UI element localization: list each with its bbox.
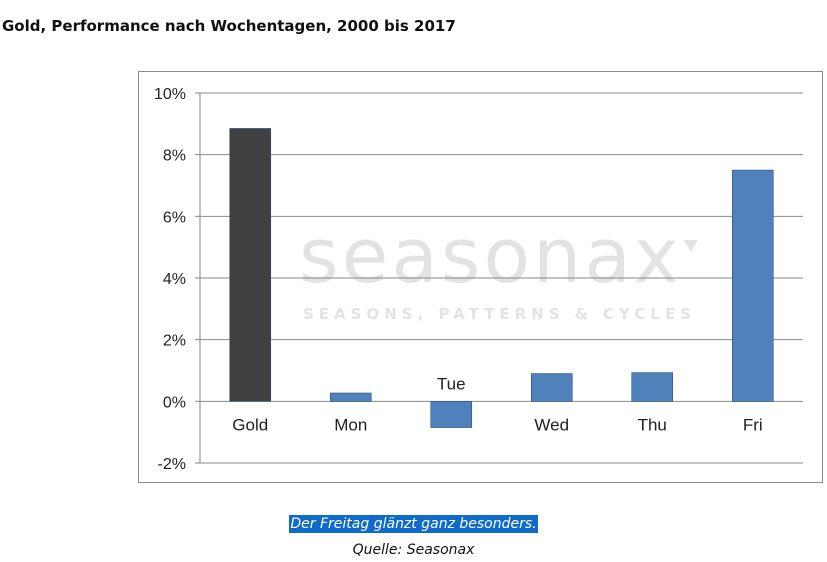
y-tick-label: 2% <box>163 333 186 350</box>
x-axis-labels: Gold Mon Tue Wed Thu Fri <box>232 374 762 434</box>
chart-container: seasonax SEASONS, PATTERNS & CYCLES 10% 8… <box>138 71 823 483</box>
page-title: Gold, Performance nach Wochentagen, 2000… <box>2 17 456 35</box>
watermark-brand: seasonax <box>299 211 682 300</box>
caption-text: Der Freitag glänzt ganz besonders. <box>289 515 538 533</box>
y-tick-label: 4% <box>163 271 186 288</box>
bar-thu <box>631 372 674 402</box>
x-tick-label: Tue <box>437 374 466 393</box>
watermark-tagline: SEASONS, PATTERNS & CYCLES <box>303 305 696 323</box>
y-tick-label: 10% <box>154 86 186 103</box>
bar-chart: seasonax SEASONS, PATTERNS & CYCLES 10% 8… <box>154 86 803 473</box>
y-tick-label: 6% <box>163 209 186 226</box>
x-tick-label: Thu <box>638 415 667 434</box>
y-tick-label: 8% <box>163 148 186 165</box>
x-tick-label: Gold <box>232 415 268 434</box>
y-axis-ticks: 10% 8% 6% 4% 2% 0% -2% <box>154 86 200 473</box>
caption-source: Quelle: Seasonax <box>352 542 475 558</box>
x-tick-label: Wed <box>534 415 569 434</box>
gridlines <box>200 92 803 464</box>
y-tick-label: 0% <box>163 394 186 411</box>
caption-source-block: Quelle: Seasonax <box>0 542 827 558</box>
caption-block: Der Freitag glänzt ganz besonders. <box>0 515 827 533</box>
x-tick-label: Mon <box>334 415 367 434</box>
bar-fri <box>731 169 774 402</box>
x-tick-label: Fri <box>743 415 763 434</box>
bar-mon <box>329 392 372 402</box>
bar-wed <box>530 373 573 402</box>
bars <box>229 128 774 428</box>
watermark-arrow-icon <box>684 240 698 252</box>
bar-tue <box>430 401 473 428</box>
seasonax-watermark: seasonax SEASONS, PATTERNS & CYCLES <box>299 211 698 323</box>
y-tick-label: -2% <box>158 456 186 473</box>
bar-gold <box>229 128 272 402</box>
